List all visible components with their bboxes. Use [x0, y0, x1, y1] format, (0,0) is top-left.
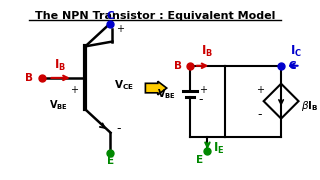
Text: $\beta\mathbf{I_B}$: $\beta\mathbf{I_B}$	[301, 99, 319, 113]
Text: +: +	[256, 85, 264, 94]
Text: E: E	[196, 155, 203, 165]
Text: $\mathbf{I_C}$: $\mathbf{I_C}$	[290, 44, 302, 59]
Text: $\mathbf{V_{BE}}$: $\mathbf{V_{BE}}$	[49, 98, 68, 112]
Text: -: -	[258, 108, 262, 121]
Text: The NPN Transistor : Equivalent Model: The NPN Transistor : Equivalent Model	[35, 10, 275, 21]
Text: $\mathbf{V_{CE}}$: $\mathbf{V_{CE}}$	[114, 78, 134, 92]
Text: B: B	[25, 73, 33, 83]
Text: E: E	[107, 156, 114, 166]
Text: B: B	[174, 61, 182, 71]
Polygon shape	[145, 81, 167, 95]
Text: +: +	[199, 85, 207, 94]
Text: $\mathbf{I_B}$: $\mathbf{I_B}$	[54, 58, 66, 73]
Polygon shape	[264, 84, 299, 119]
Text: +: +	[116, 24, 124, 34]
Text: -: -	[116, 122, 121, 135]
Text: $\mathbf{I_B}$: $\mathbf{I_B}$	[201, 44, 213, 59]
Text: +: +	[70, 85, 78, 94]
Text: $\mathbf{V_{BE}}$: $\mathbf{V_{BE}}$	[157, 87, 176, 101]
Text: C: C	[289, 61, 296, 71]
Text: $\mathbf{I_E}$: $\mathbf{I_E}$	[213, 141, 225, 156]
Text: -: -	[199, 93, 203, 106]
Text: C: C	[107, 11, 114, 21]
